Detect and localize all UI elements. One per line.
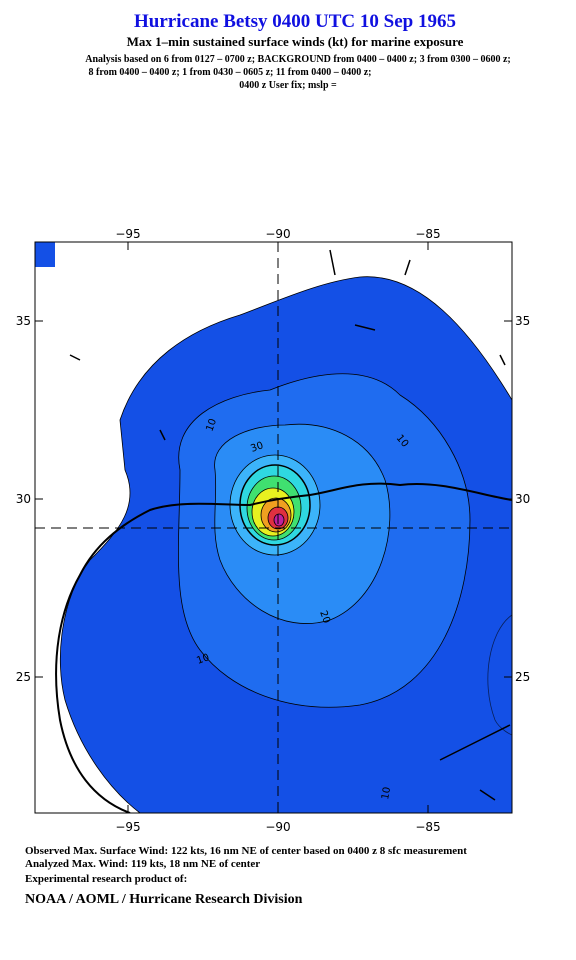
analysis-line: 8 from 0400 – 0400 z; 1 from 0430 – 0605… [88, 67, 371, 78]
contour-label: 10 [204, 417, 219, 433]
y-tick-label: 30 [515, 492, 530, 506]
y-tick-label: 35 [16, 314, 31, 328]
x-tick-label: −90 [265, 227, 290, 241]
credit: NOAA / AOML / Hurricane Research Divisio… [25, 892, 303, 907]
analysis-line: 0400 z User fix; mslp = [239, 80, 337, 91]
contour-label: 10 [195, 652, 211, 667]
y-tick-label: 30 [16, 492, 31, 506]
contour-label: 20 [317, 609, 332, 625]
title: Hurricane Betsy 0400 UTC 10 Sep 1965 [134, 11, 456, 32]
subtitle: Max 1–min sustained surface winds (kt) f… [127, 34, 464, 49]
map-frame [34, 241, 513, 814]
footer-line: Analyzed Max. Wind: 119 kts, 18 nm NE of… [25, 858, 260, 870]
footer-line: Observed Max. Surface Wind: 122 kts, 16 … [25, 845, 467, 857]
wind-field [35, 242, 512, 813]
x-tick-label: −85 [415, 820, 440, 834]
x-tick-label: −85 [415, 227, 440, 241]
contour-label: 30 [249, 440, 265, 455]
y-tick-label: 25 [16, 670, 31, 684]
analysis-line: Analysis based on 6 from 0127 – 0700 z; … [85, 54, 511, 65]
footer-line: Experimental research product of: [25, 873, 187, 885]
y-tick-label: 35 [515, 314, 530, 328]
x-tick-label: −90 [265, 820, 290, 834]
y-tick-label: 25 [515, 670, 530, 684]
x-tick-label: −95 [115, 820, 140, 834]
x-tick-label: −95 [115, 227, 140, 241]
contour-label: 10 [380, 786, 393, 800]
